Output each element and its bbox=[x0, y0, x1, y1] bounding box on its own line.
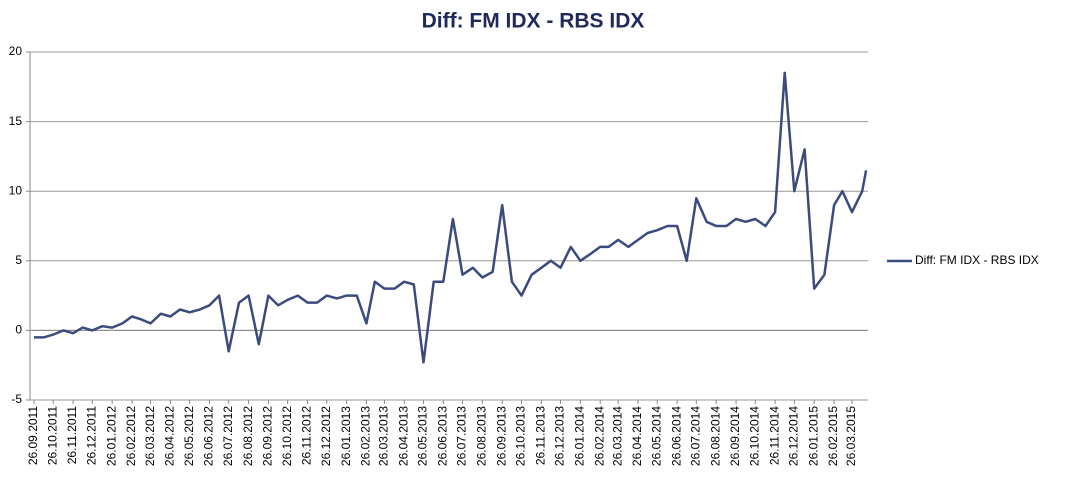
x-tick-label: 26.11.2013 bbox=[533, 406, 547, 465]
x-tick-label: 26.09.2012 bbox=[261, 406, 275, 466]
y-tick-label: 10 bbox=[9, 183, 23, 197]
x-tick-label: 26.01.2012 bbox=[104, 406, 118, 466]
x-tick-label: 26.06.2014 bbox=[669, 406, 683, 466]
x-tick-label: 26.12.2013 bbox=[553, 406, 567, 466]
y-tick-label: 0 bbox=[15, 323, 22, 337]
chart-title: Diff: FM IDX - RBS IDX bbox=[422, 10, 645, 33]
x-tick-label: 26.07.2013 bbox=[455, 406, 469, 466]
x-tick-label: 26.05.2012 bbox=[182, 406, 196, 466]
x-tick-label: 26.04.2014 bbox=[630, 406, 644, 466]
x-tick-label: 26.03.2012 bbox=[143, 406, 157, 466]
x-tick-label: 26.06.2013 bbox=[435, 406, 449, 466]
x-tick-label: 26.01.2014 bbox=[573, 406, 587, 466]
x-tick-label: 26.07.2012 bbox=[221, 406, 235, 466]
x-tick-label: 26.10.2011 bbox=[45, 406, 59, 465]
y-tick-label: 5 bbox=[15, 253, 22, 267]
x-tick-label: 26.09.2014 bbox=[728, 406, 742, 466]
x-tick-label: 26.02.2012 bbox=[124, 406, 138, 466]
x-tick-label: 26.02.2014 bbox=[592, 406, 606, 466]
x-tick-label: 26.03.2014 bbox=[610, 406, 624, 466]
x-tick-label: 26.10.2013 bbox=[514, 406, 528, 466]
x-tick-label: 26.02.2015 bbox=[826, 406, 840, 466]
x-tick-label: 26.09.2011 bbox=[26, 406, 40, 465]
y-tick-label: 15 bbox=[9, 114, 23, 128]
x-tick-label: 26.03.2015 bbox=[844, 406, 858, 466]
x-tick-label: 26.09.2013 bbox=[494, 406, 508, 466]
y-tick-label: -5 bbox=[11, 392, 22, 406]
x-tick-label: 26.05.2014 bbox=[649, 406, 663, 466]
x-tick-label: 26.05.2013 bbox=[416, 406, 430, 466]
x-tick-label: 26.08.2012 bbox=[241, 406, 255, 466]
x-tick-label: 26.03.2013 bbox=[377, 406, 391, 466]
x-tick-label: 26.12.2014 bbox=[787, 406, 801, 466]
x-tick-label: 26.12.2012 bbox=[319, 406, 333, 466]
x-tick-label: 26.06.2012 bbox=[202, 406, 216, 466]
x-tick-label: 26.12.2011 bbox=[84, 406, 98, 465]
legend-label: Diff: FM IDX - RBS IDX bbox=[915, 253, 1039, 267]
x-tick-label: 26.10.2014 bbox=[747, 406, 761, 466]
x-tick-label: 26.11.2011 bbox=[65, 406, 79, 465]
x-tick-label: 26.01.2013 bbox=[339, 406, 353, 466]
x-tick-label: 26.01.2015 bbox=[806, 406, 820, 466]
x-tick-label: 26.07.2014 bbox=[689, 406, 703, 466]
y-tick-label: 20 bbox=[9, 44, 23, 58]
x-tick-label: 26.10.2012 bbox=[280, 406, 294, 466]
x-tick-label: 26.11.2012 bbox=[300, 406, 314, 465]
x-tick-label: 26.11.2014 bbox=[767, 406, 781, 465]
x-tick-label: 26.08.2013 bbox=[475, 406, 489, 466]
x-tick-label: 26.04.2012 bbox=[163, 406, 177, 466]
data-line bbox=[34, 71, 868, 364]
x-tick-label: 26.08.2014 bbox=[708, 406, 722, 466]
x-tick-label: 26.04.2013 bbox=[396, 406, 410, 466]
x-tick-label: 26.02.2013 bbox=[359, 406, 373, 466]
